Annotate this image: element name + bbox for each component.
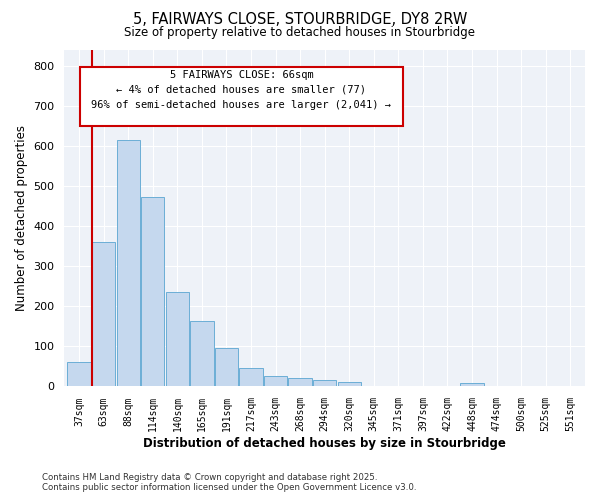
- Bar: [289, 378, 312, 386]
- Bar: [80, 67, 403, 126]
- Text: 5 FAIRWAYS CLOSE: 66sqm
← 4% of detached houses are smaller (77)
96% of semi-det: 5 FAIRWAYS CLOSE: 66sqm ← 4% of detached…: [91, 70, 391, 110]
- Bar: [92, 242, 115, 386]
- Bar: [338, 382, 361, 386]
- Bar: [239, 368, 263, 386]
- Text: Contains HM Land Registry data © Crown copyright and database right 2025.
Contai: Contains HM Land Registry data © Crown c…: [42, 473, 416, 492]
- Bar: [190, 321, 214, 386]
- Text: Size of property relative to detached houses in Stourbridge: Size of property relative to detached ho…: [125, 26, 476, 39]
- Bar: [215, 348, 238, 387]
- X-axis label: Distribution of detached houses by size in Stourbridge: Distribution of detached houses by size …: [143, 437, 506, 450]
- Bar: [166, 292, 189, 386]
- Bar: [264, 376, 287, 386]
- Bar: [141, 198, 164, 386]
- Y-axis label: Number of detached properties: Number of detached properties: [15, 125, 28, 311]
- Bar: [116, 140, 140, 386]
- Bar: [313, 380, 337, 386]
- Bar: [67, 362, 91, 386]
- Bar: [460, 384, 484, 386]
- Text: 5, FAIRWAYS CLOSE, STOURBRIDGE, DY8 2RW: 5, FAIRWAYS CLOSE, STOURBRIDGE, DY8 2RW: [133, 12, 467, 28]
